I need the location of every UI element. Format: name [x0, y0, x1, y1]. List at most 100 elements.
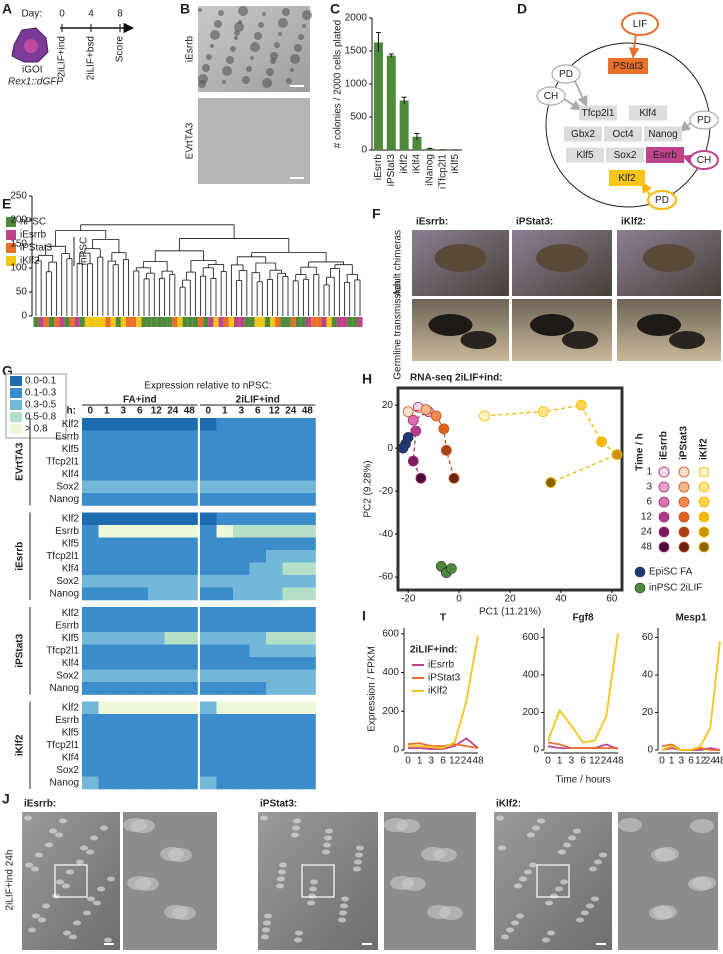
cell [66, 869, 74, 875]
heatmap-cell [266, 430, 283, 444]
heatmap-cell [164, 764, 182, 777]
cell [356, 845, 364, 851]
x-tick-label: 3 [569, 756, 575, 767]
time-label: 6 [137, 406, 143, 417]
heatmap-title: Expression relative to nPSC: [144, 381, 271, 392]
heatmap-cell [98, 644, 116, 658]
legend-label: iPStat3 [20, 243, 53, 254]
legend-marker [678, 541, 690, 553]
heatmap-cell [115, 480, 132, 494]
sample-color [285, 317, 291, 327]
sample-color [336, 317, 342, 327]
heatmap-cell [299, 468, 316, 481]
heatmap-cell [200, 468, 217, 481]
legend-swatch [10, 424, 22, 434]
legend-series-label: iEsrrb [659, 431, 670, 460]
heatmap-cell [164, 587, 182, 601]
heatmap-cell [98, 430, 116, 444]
heatmap-cell [216, 575, 234, 588]
heatmap-cell [148, 632, 165, 645]
pca-point [575, 399, 587, 411]
x-tick-label: 12 [695, 756, 707, 767]
pca-point [397, 442, 409, 454]
gene-label: Klf5 [62, 633, 80, 644]
heatmap-cell [115, 587, 132, 601]
heatmap-cell [181, 644, 198, 658]
heatmap-cell [131, 430, 149, 444]
node-label: PStat3 [613, 61, 643, 72]
heatmap-cell [216, 480, 234, 494]
cell [59, 818, 67, 824]
heatmap-cell [216, 682, 234, 695]
heatmap-cell [233, 726, 250, 740]
heatmap-cell [200, 764, 217, 777]
cell [514, 883, 522, 889]
sample-color [172, 317, 178, 327]
colony [222, 66, 232, 76]
heatmap-cell [282, 739, 300, 752]
heatmap-cell [131, 776, 149, 790]
heatmap-cell [115, 764, 132, 777]
gene-label: Esrrb [55, 715, 79, 726]
heatmap-cell [282, 701, 300, 715]
colony [246, 66, 252, 72]
heatmap-cell [131, 418, 149, 431]
gene-label: Tfcp2l1 [46, 645, 79, 656]
bar [386, 55, 396, 151]
heatmap-cell [98, 525, 116, 538]
cell [651, 848, 675, 862]
heatmap-cell [148, 751, 165, 765]
cell [340, 903, 348, 909]
day-label: Day: [21, 9, 42, 20]
heatmap-cell [299, 418, 316, 431]
column-header: iEsrrb: [416, 217, 448, 228]
legend-marker [634, 566, 646, 578]
cell [100, 825, 108, 831]
heatmap-cell [216, 537, 234, 551]
nucleus [24, 39, 38, 53]
heatmap-cell [82, 669, 99, 683]
heatmap-cell [148, 537, 165, 551]
heatmap-cell [98, 443, 116, 456]
heatmap-cell [200, 418, 217, 431]
x-tick-label: 12 [589, 756, 601, 767]
cell [519, 876, 527, 882]
colony [230, 46, 236, 52]
heatmap-cell [148, 669, 165, 683]
gene-label: Klf5 [62, 444, 80, 455]
heatmap-cell [131, 764, 149, 777]
heatmap-cell [266, 575, 283, 588]
signal-node [551, 64, 581, 84]
y-tick-label: 250 [10, 191, 27, 202]
x-tick-label: iKlf2 [399, 154, 410, 174]
heatmap-cell [148, 575, 165, 588]
gene-label: Klf2 [62, 702, 80, 713]
sample-color [110, 317, 116, 327]
sample-color [280, 317, 286, 327]
heatmap-cell [249, 418, 267, 431]
legend-label: 0.5-0.8 [25, 412, 57, 423]
heatmap-cell [131, 587, 149, 601]
panel-letter: J [2, 791, 10, 807]
sample-color [213, 317, 219, 327]
heatmap-cell [216, 562, 234, 576]
zoom-box [301, 864, 335, 898]
pca-point [545, 477, 557, 488]
cell [355, 852, 363, 858]
heatmap-cell [82, 455, 99, 469]
heatmap-cell [249, 644, 267, 658]
legend-series-label: iPStat3 [679, 426, 690, 460]
heatmap-cell [299, 701, 316, 715]
sample-color [295, 317, 301, 327]
legend-label: inPSC 2iLIF [649, 583, 702, 594]
heatmap-cell [164, 739, 182, 752]
heatmap-cell [82, 468, 99, 481]
heatmap-cell [98, 550, 116, 563]
sample-color [198, 317, 204, 327]
heatmap-cell [82, 632, 99, 645]
heatmap-cell [131, 512, 149, 526]
heatmap-cell [200, 550, 217, 563]
heatmap-cell [282, 537, 300, 551]
heatmap-cell [233, 418, 250, 431]
sample-color [249, 317, 255, 327]
